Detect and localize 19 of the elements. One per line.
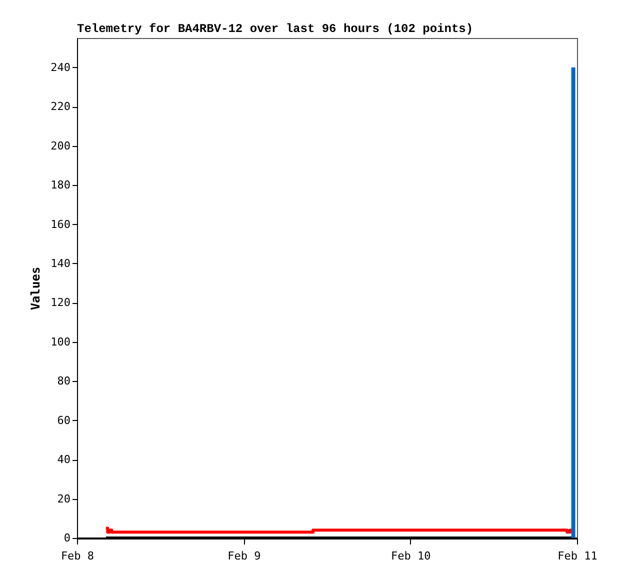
y-tick-label: 20 — [57, 492, 70, 506]
y-tick-label: 240 — [50, 60, 70, 74]
y-tick-label: 60 — [57, 414, 70, 427]
x-tick-label: Feb 10 — [390, 550, 431, 562]
y-tick-label: 40 — [57, 453, 70, 466]
chart-title: Telemetry for BA4RBV-12 over last 96 hours (102 points) — [77, 22, 474, 36]
y-tick-label: 220 — [50, 100, 70, 114]
y-tick-label: 160 — [50, 218, 70, 231]
y-tick-label: 100 — [50, 335, 70, 348]
y-axis-title: Values — [28, 266, 43, 310]
x-tick-label: Feb 9 — [228, 550, 261, 562]
y-tick-label: 140 — [50, 256, 70, 270]
y-tick-label: 120 — [50, 296, 70, 310]
y-tick-label: 180 — [50, 178, 70, 192]
x-tick-label: Feb 11 — [558, 550, 598, 562]
y-tick-label: 200 — [50, 139, 70, 152]
y-tick-label: 80 — [57, 374, 70, 388]
y-tick-label: 0 — [64, 532, 70, 544]
x-tick-label: Feb 8 — [60, 550, 94, 562]
